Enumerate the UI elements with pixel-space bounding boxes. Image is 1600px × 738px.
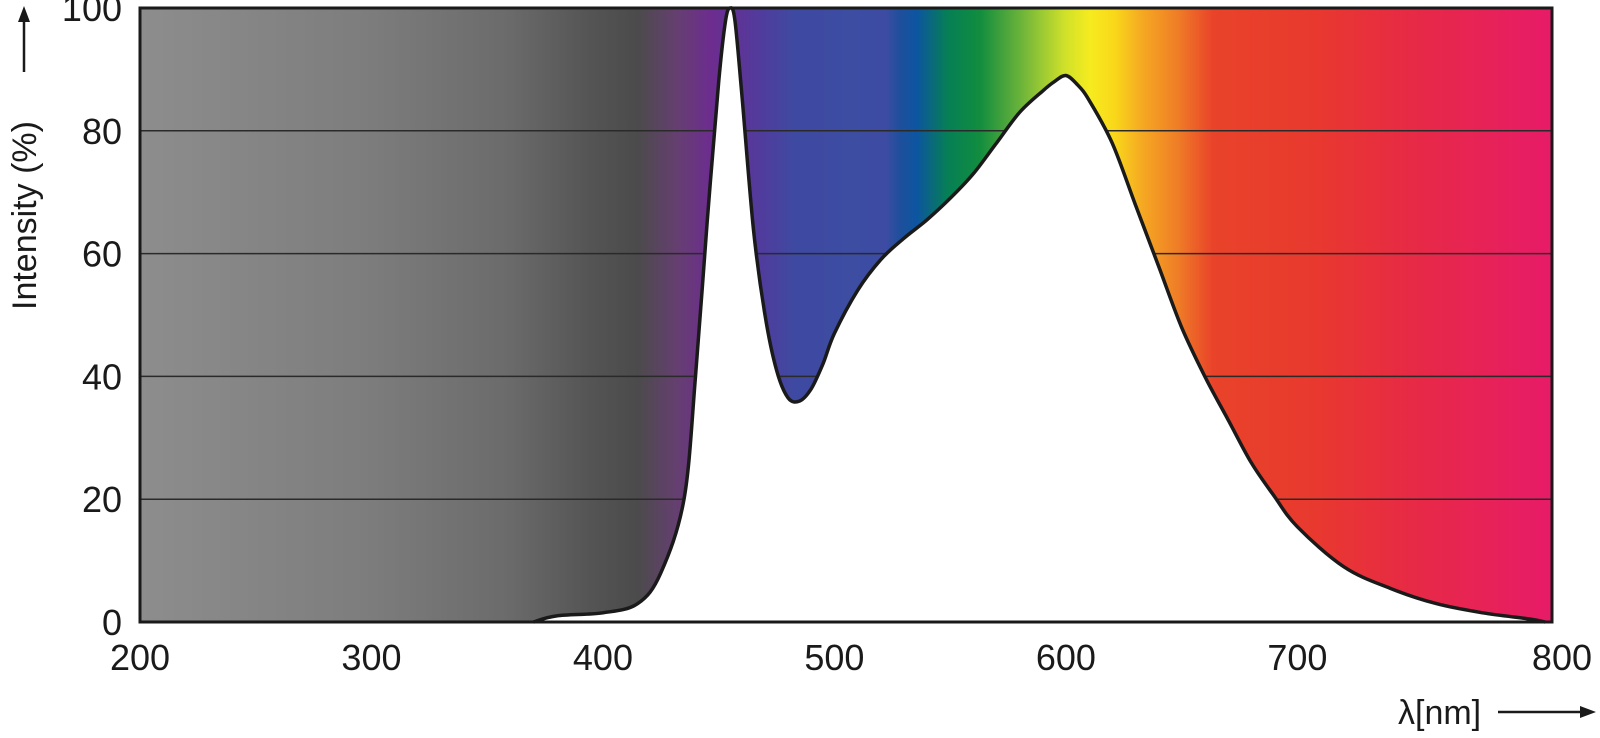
y-tick-label: 100 (62, 0, 122, 29)
x-tick-label: 500 (804, 637, 864, 678)
x-tick-label: 800 (1532, 637, 1592, 678)
y-tick-labels: 0 20 40 60 80 100 (62, 0, 122, 643)
x-tick-label: 200 (110, 637, 170, 678)
y-tick-label: 80 (82, 111, 122, 152)
x-tick-label: 300 (341, 637, 401, 678)
y-tick-label: 0 (102, 602, 122, 643)
x-axis-arrow-head (1580, 706, 1596, 718)
x-axis-title-group: λ[nm] (1398, 694, 1596, 732)
x-tick-label: 600 (1036, 637, 1096, 678)
y-tick-label: 60 (82, 234, 122, 275)
x-tick-label: 400 (573, 637, 633, 678)
x-axis-title: λ[nm] (1398, 694, 1481, 732)
y-axis-arrow-head (18, 6, 30, 22)
plot-frame (138, 6, 1554, 624)
spectrum-area (533, 7, 1546, 623)
x-tick-label: 700 (1267, 637, 1327, 678)
y-axis-title-group: Intensity (%) (6, 6, 44, 310)
x-tick-labels: 200 300 400 500 600 700 800 (110, 637, 1592, 678)
y-axis-title: Intensity (%) (6, 121, 44, 310)
y-tick-label: 40 (82, 356, 122, 397)
y-tick-label: 20 (82, 479, 122, 520)
series-line (533, 6, 1546, 624)
